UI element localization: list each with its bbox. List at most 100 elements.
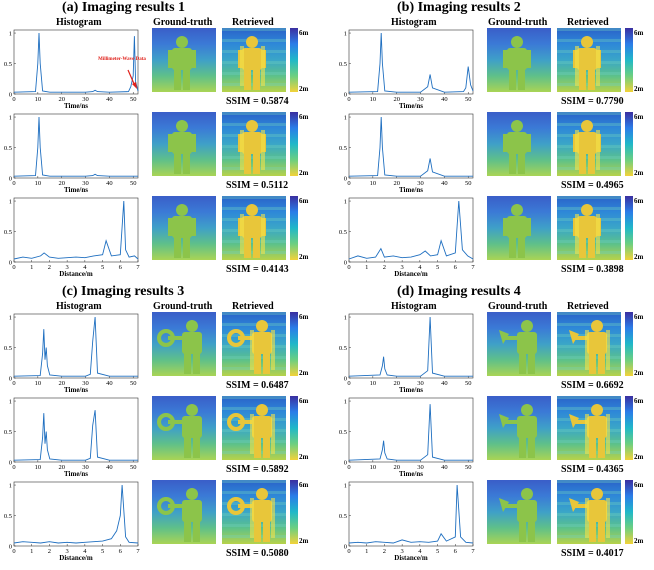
colorbar: 6m 2m bbox=[290, 480, 309, 544]
plot-frame bbox=[348, 397, 474, 463]
retrieved-image bbox=[222, 480, 286, 544]
colorbar-gradient bbox=[290, 196, 298, 260]
x-tick-label: 6 bbox=[119, 548, 123, 555]
y-tick-label: 1 bbox=[344, 199, 347, 206]
colorbar-top-label: 6m bbox=[634, 481, 644, 489]
ground-truth-image bbox=[152, 196, 216, 260]
colorbar-bottom-label: 2m bbox=[634, 453, 644, 460]
x-tick-label: 30 bbox=[417, 180, 424, 187]
panel-title: (d) Imaging results 4 bbox=[397, 284, 521, 299]
ssim-label: SSIM = 0.4365 bbox=[561, 464, 624, 475]
ground-truth-image bbox=[152, 28, 216, 92]
x-axis-label: Time/ns bbox=[399, 186, 423, 194]
plot-frame bbox=[348, 113, 474, 179]
retrieved-header: Retrieved bbox=[232, 17, 274, 28]
y-tick-label: 0 bbox=[344, 544, 347, 551]
x-tick-label: 40 bbox=[441, 180, 448, 187]
colorbar: 6m 2m bbox=[625, 396, 644, 460]
plot-frame bbox=[13, 29, 139, 95]
histogram-series bbox=[13, 484, 139, 544]
retrieved-image bbox=[557, 396, 621, 460]
x-tick-label: 10 bbox=[35, 180, 42, 187]
retrieved-image bbox=[557, 28, 621, 92]
histogram-header: Histogram bbox=[56, 301, 102, 312]
y-tick-label: 0 bbox=[344, 176, 347, 183]
plot-frame bbox=[13, 313, 139, 379]
x-tick-label: 3 bbox=[401, 548, 404, 555]
x-tick-label: 1 bbox=[30, 264, 33, 271]
noise-band bbox=[557, 480, 621, 483]
ghost-edge bbox=[575, 46, 579, 86]
person-silhouette bbox=[569, 488, 607, 542]
x-tick-label: 4 bbox=[418, 264, 422, 271]
ghost-edge bbox=[606, 414, 610, 454]
histogram-chart: 0 0.5 1 0 1 2 3 4 5 6 7 Distance/m bbox=[4, 197, 140, 278]
ghost-edge bbox=[596, 130, 600, 170]
x-tick-label: 30 bbox=[417, 96, 424, 103]
x-tick-label: 0 bbox=[347, 264, 350, 271]
x-tick-label: 1 bbox=[365, 548, 368, 555]
colorbar: 6m 2m bbox=[625, 196, 644, 260]
colorbar-gradient bbox=[290, 112, 298, 176]
x-tick-label: 1 bbox=[365, 264, 368, 271]
histogram-series bbox=[13, 200, 139, 260]
histogram-series bbox=[348, 484, 474, 544]
noise-band bbox=[557, 196, 621, 199]
noise-band bbox=[222, 28, 286, 31]
x-tick-label: 20 bbox=[58, 180, 65, 187]
histogram-chart: 0 0.5 1 0 1 2 3 4 5 6 7 Distance/m bbox=[339, 197, 475, 278]
y-tick-label: 0.5 bbox=[4, 345, 12, 352]
colorbar-bottom-label: 2m bbox=[299, 369, 309, 376]
panel-a: (a) Imaging results 1 Histogram Ground-tru… bbox=[0, 0, 319, 284]
retrieved-image bbox=[222, 112, 286, 176]
noise-band bbox=[222, 480, 286, 483]
ghost-edge bbox=[250, 498, 254, 538]
y-tick-label: 0 bbox=[9, 176, 12, 183]
ghost-edge bbox=[250, 330, 254, 370]
y-tick-label: 0.5 bbox=[339, 229, 347, 236]
ghost-edge bbox=[585, 330, 589, 370]
histogram-series bbox=[13, 316, 138, 377]
noise-band bbox=[222, 323, 286, 326]
x-tick-label: 10 bbox=[35, 96, 42, 103]
colorbar-bottom-label: 2m bbox=[634, 369, 644, 376]
ghost-edge bbox=[585, 414, 589, 454]
ground-truth-image bbox=[487, 196, 551, 260]
colorbar-bottom-label: 2m bbox=[299, 85, 309, 92]
plot-frame bbox=[348, 29, 474, 95]
x-tick-label: 0 bbox=[12, 464, 15, 471]
ghost-edge bbox=[575, 130, 579, 170]
ground-truth-header: Ground-truth bbox=[153, 17, 213, 28]
ghost-edge bbox=[261, 214, 265, 254]
x-tick-label: 0 bbox=[347, 96, 350, 103]
plot-frame bbox=[13, 197, 139, 263]
x-axis-label: Time/ns bbox=[64, 386, 88, 394]
person-silhouette bbox=[499, 488, 537, 542]
y-tick-label: 0.5 bbox=[4, 513, 12, 520]
histogram-chart: 0 0.5 1 0 1 2 3 4 5 6 7 Distance/m bbox=[339, 481, 475, 562]
retrieved-image bbox=[222, 28, 286, 92]
x-tick-label: 0 bbox=[12, 548, 15, 555]
retrieved-image bbox=[222, 396, 286, 460]
retrieved-header: Retrieved bbox=[567, 17, 609, 28]
y-tick-label: 0 bbox=[9, 544, 12, 551]
x-tick-label: 7 bbox=[471, 264, 475, 271]
y-tick-label: 0 bbox=[344, 92, 347, 99]
x-tick-label: 1 bbox=[30, 548, 33, 555]
noise-band bbox=[557, 491, 621, 494]
histogram-series bbox=[348, 404, 473, 461]
x-tick-label: 30 bbox=[82, 180, 89, 187]
x-tick-label: 0 bbox=[347, 548, 350, 555]
colorbar: 6m 2m bbox=[625, 112, 644, 176]
noise-band bbox=[222, 407, 286, 410]
colorbar-top-label: 6m bbox=[299, 481, 309, 489]
plot-frame bbox=[348, 197, 474, 263]
colorbar: 6m 2m bbox=[290, 112, 309, 176]
colorbar-gradient bbox=[625, 28, 633, 92]
y-tick-label: 1 bbox=[9, 399, 12, 406]
colorbar-top-label: 6m bbox=[299, 397, 309, 405]
plot-frame bbox=[348, 313, 474, 379]
colorbar-top-label: 6m bbox=[634, 113, 644, 121]
histogram-series bbox=[13, 116, 138, 177]
